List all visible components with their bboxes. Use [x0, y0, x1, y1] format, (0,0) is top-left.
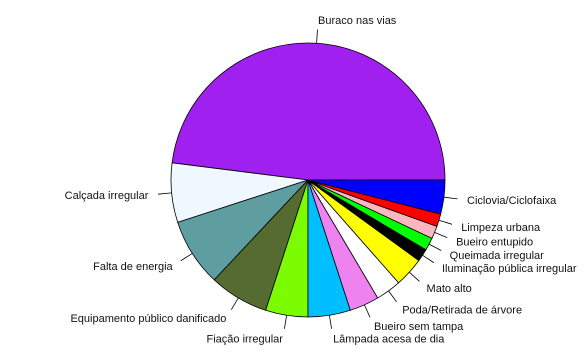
label-ciclovia-ciclofaixa: Ciclovia/Ciclofaixa	[467, 195, 557, 207]
label-iluminacao-publica-irregular: Iluminação pública irregular	[442, 263, 577, 275]
label-queimada-irregular: Queimada irregular	[450, 250, 544, 262]
label-bueiro-entupido: Bueiro entupido	[456, 236, 533, 248]
label-equipamento-publico-danificado: Equipamento público danificado	[70, 313, 226, 325]
leader-lines	[157, 29, 458, 329]
leader-bueiro-sem-tampa	[364, 304, 371, 318]
leader-mato-alto	[409, 271, 420, 282]
slice-buraco-nas-vias	[171, 42, 446, 181]
label-bueiro-sem-tampa: Bueiro sem tampa	[374, 321, 464, 333]
leader-iluminacao-publica-irregular	[422, 254, 435, 264]
leader-queimada-irregular	[428, 243, 442, 251]
label-calcada-irregular: Calçada irregular	[65, 190, 149, 202]
leader-buraco-nas-vias	[316, 29, 318, 44]
label-poda-retirada-de-arvore: Poda/Retirada de árvore	[402, 305, 522, 317]
label-fiacao-irregular: Fiação irregular	[207, 333, 284, 345]
leader-poda-retirada-de-arvore	[388, 290, 397, 303]
label-falta-de-energia: Falta de energia	[93, 261, 173, 273]
label-lampada-acesa-de-dia: Lâmpada acesa de dia	[333, 333, 445, 345]
leader-calcada-irregular	[157, 192, 172, 195]
leader-equipamento-publico-danificado	[230, 297, 239, 310]
label-mato-alto: Mato alto	[427, 283, 472, 295]
leader-lampada-acesa-de-dia	[329, 315, 332, 329]
slice-labels: Buraco nas vias Calçada irregular Falta de…	[65, 15, 577, 345]
leader-falta-de-energia	[180, 253, 193, 262]
label-buraco-nas-vias: Buraco nas vias	[318, 15, 397, 27]
label-limpeza-urbana: Limpeza urbana	[461, 222, 541, 234]
leader-limpeza-urbana	[438, 219, 453, 225]
leader-fiacao-irregular	[284, 315, 287, 329]
leader-ciclovia-ciclofaixa	[443, 196, 458, 200]
pie-slices	[170, 42, 446, 318]
leader-bueiro-entupido	[434, 232, 448, 239]
